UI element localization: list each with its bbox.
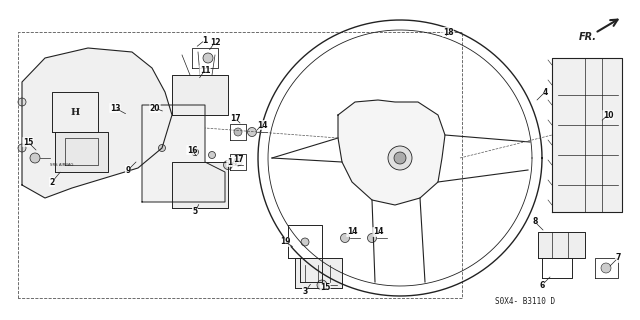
Text: 20: 20: [150, 103, 160, 113]
Text: 7: 7: [615, 253, 621, 262]
Text: 5: 5: [193, 207, 198, 217]
Text: 13: 13: [109, 103, 120, 113]
Text: 12: 12: [210, 37, 220, 46]
Text: 17: 17: [233, 156, 243, 164]
Text: S0X4- B3110 D: S0X4- B3110 D: [495, 298, 555, 307]
Polygon shape: [22, 48, 172, 198]
Text: 17: 17: [230, 114, 240, 123]
Circle shape: [601, 263, 611, 273]
Text: 14: 14: [347, 228, 357, 236]
Text: 19: 19: [280, 237, 291, 246]
Circle shape: [30, 153, 40, 163]
Text: 14: 14: [227, 157, 237, 166]
Circle shape: [367, 234, 376, 243]
Polygon shape: [538, 232, 585, 258]
Polygon shape: [172, 162, 228, 208]
Circle shape: [248, 127, 257, 137]
Circle shape: [159, 145, 166, 151]
Text: 14: 14: [257, 121, 268, 130]
Text: 11: 11: [200, 66, 211, 75]
Text: SRS AIRBAG: SRS AIRBAG: [51, 163, 74, 167]
Circle shape: [394, 152, 406, 164]
Polygon shape: [338, 100, 445, 205]
Circle shape: [223, 161, 232, 170]
Polygon shape: [55, 132, 108, 172]
Circle shape: [18, 144, 26, 152]
Circle shape: [388, 146, 412, 170]
Text: 8: 8: [532, 218, 538, 227]
Text: H: H: [70, 108, 79, 116]
Text: 1: 1: [202, 36, 207, 44]
Polygon shape: [552, 58, 622, 212]
Text: 10: 10: [603, 110, 613, 119]
Text: 18: 18: [443, 28, 453, 36]
Circle shape: [340, 234, 349, 243]
Text: 15: 15: [320, 284, 330, 292]
Text: 3: 3: [302, 287, 308, 297]
Text: FR.: FR.: [579, 32, 597, 42]
Polygon shape: [172, 75, 228, 115]
Circle shape: [203, 53, 213, 63]
Polygon shape: [295, 258, 342, 288]
Text: 15: 15: [23, 138, 33, 147]
Text: 6: 6: [540, 281, 545, 290]
Text: 14: 14: [372, 228, 383, 236]
Circle shape: [18, 98, 26, 106]
Text: 4: 4: [542, 87, 548, 97]
Circle shape: [301, 238, 309, 246]
Circle shape: [191, 148, 198, 156]
Text: 9: 9: [125, 165, 131, 174]
Circle shape: [317, 280, 327, 290]
Circle shape: [234, 158, 242, 166]
Text: 2: 2: [49, 178, 54, 187]
Polygon shape: [142, 105, 225, 202]
Circle shape: [234, 128, 242, 136]
Text: 16: 16: [187, 146, 197, 155]
Circle shape: [209, 151, 216, 158]
